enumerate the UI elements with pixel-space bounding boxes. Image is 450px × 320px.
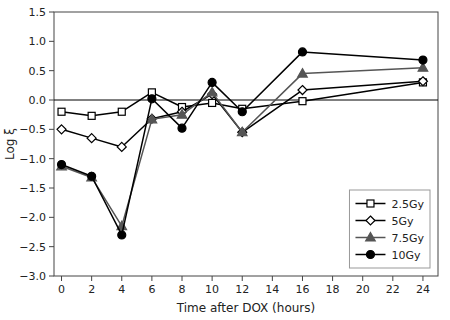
data-point — [118, 108, 125, 115]
y-tick — [49, 188, 54, 189]
x-tick-label: 12 — [235, 283, 249, 296]
x-tick-label: 14 — [265, 283, 279, 296]
legend-marker — [366, 233, 376, 242]
y-tick — [49, 217, 54, 218]
data-point — [298, 69, 308, 78]
x-tick — [422, 276, 423, 281]
data-point — [237, 127, 247, 135]
y-tick-label: −2.5 — [19, 241, 46, 254]
y-tick — [49, 276, 54, 277]
y-tick-label: 1.0 — [29, 35, 47, 48]
x-tick — [362, 276, 363, 281]
x-tick — [302, 276, 303, 281]
data-point — [88, 112, 95, 119]
legend-label: 5Gy — [391, 215, 414, 228]
x-tick-label: 16 — [295, 283, 309, 296]
x-tick-label: 2 — [88, 283, 95, 296]
x-tick — [212, 276, 213, 281]
x-tick — [272, 276, 273, 281]
legend-label: 2.5Gy — [391, 198, 424, 211]
legend-label: 7.5Gy — [391, 232, 424, 245]
legend-marker — [367, 200, 374, 207]
data-point — [208, 78, 216, 86]
x-tick — [61, 276, 62, 281]
y-tick-label: 1.5 — [29, 6, 47, 19]
legend: 2.5Gy 5Gy 7.5Gy 10Gy — [349, 190, 430, 268]
data-point — [299, 98, 306, 105]
y-tick-label: −1.5 — [19, 182, 46, 195]
data-point — [57, 161, 67, 170]
x-tick-label: 22 — [386, 283, 400, 296]
x-tick-label: 18 — [326, 283, 340, 296]
data-point — [118, 231, 126, 239]
y-tick-label: −3.0 — [19, 270, 46, 283]
x-tick-label: 6 — [148, 283, 155, 296]
x-tick — [242, 276, 243, 281]
y-tick — [49, 12, 54, 13]
data-point — [177, 110, 187, 119]
data-point — [238, 108, 246, 116]
y-tick-label: 0.5 — [29, 65, 47, 78]
series-line — [62, 52, 423, 235]
series-line — [62, 68, 423, 226]
y-tick — [49, 158, 54, 159]
x-tick-label: 10 — [205, 283, 219, 296]
data-point — [57, 125, 66, 134]
data-point — [298, 48, 306, 56]
x-tick-label: 8 — [179, 283, 186, 296]
data-point — [88, 172, 96, 180]
y-tick-label: 0.0 — [29, 94, 47, 107]
y-tick — [49, 41, 54, 42]
y-tick-label: −1.0 — [19, 153, 46, 166]
data-point — [178, 124, 186, 132]
y-tick-label: −2.0 — [19, 211, 46, 224]
legend-label: 10Gy — [391, 249, 421, 262]
y-tick — [49, 129, 54, 130]
legend-box — [349, 190, 430, 268]
legend-marker — [366, 251, 374, 259]
data-point — [58, 108, 65, 115]
series-line — [62, 81, 423, 147]
data-point — [87, 172, 97, 181]
x-tick-label: 0 — [58, 283, 65, 296]
data-point — [298, 86, 307, 95]
data-point — [58, 161, 66, 169]
x-tick — [332, 276, 333, 281]
x-tick — [392, 276, 393, 281]
chart: −3.0−2.5−2.0−1.5−1.0−0.50.00.51.01.50246… — [0, 0, 450, 320]
reference-line — [54, 100, 438, 101]
x-tick-label: 4 — [118, 283, 125, 296]
y-tick-label: −0.5 — [19, 123, 46, 136]
x-axis-label: Time after DOX (hours) — [176, 301, 315, 315]
x-tick — [182, 276, 183, 281]
series — [57, 77, 427, 152]
series — [57, 63, 428, 230]
y-tick — [49, 70, 54, 71]
data-point — [418, 77, 427, 86]
data-point — [148, 95, 156, 103]
series-line — [62, 82, 423, 115]
x-tick — [151, 276, 152, 281]
data-point — [117, 142, 126, 151]
x-tick — [91, 276, 92, 281]
y-tick — [49, 100, 54, 101]
x-tick-label: 20 — [356, 283, 370, 296]
data-point — [87, 134, 96, 143]
plot-area — [54, 12, 438, 276]
axes: −3.0−2.5−2.0−1.5−1.0−0.50.00.51.01.50246… — [19, 6, 430, 296]
data-point — [209, 99, 216, 106]
x-tick — [121, 276, 122, 281]
y-axis-label: Log ξ — [3, 128, 17, 160]
legend-marker — [366, 216, 375, 225]
data-point — [419, 56, 427, 64]
x-tick-label: 24 — [416, 283, 430, 296]
y-tick — [49, 246, 54, 247]
plot-frame — [54, 12, 438, 276]
